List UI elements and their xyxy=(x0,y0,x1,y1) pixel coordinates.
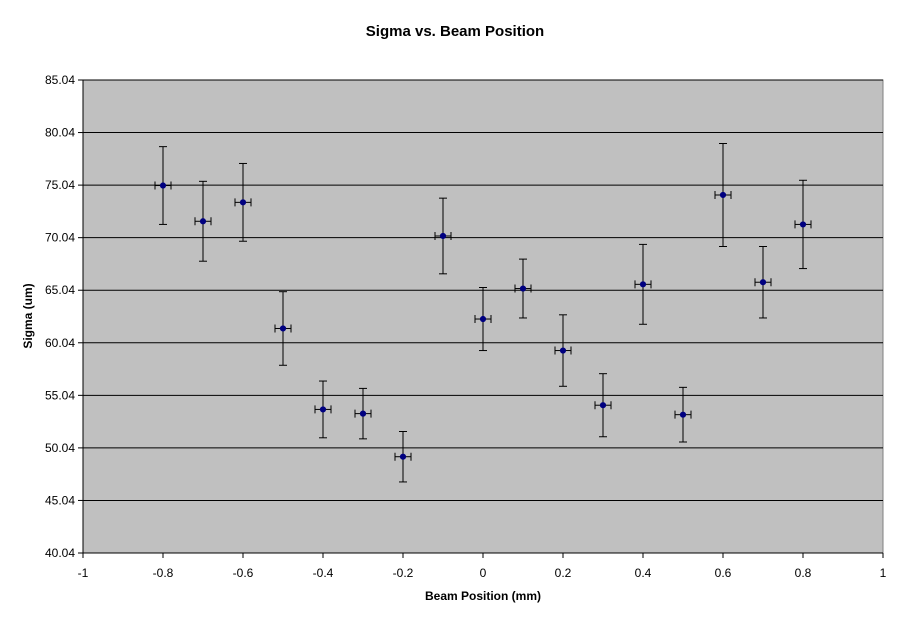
y-axis: 40.04 45.04 50.04 55.04 60.04 65.04 70.04 75.04… xyxy=(45,73,84,560)
y-tick-label: 65.04 xyxy=(45,283,75,297)
x-tick-label: 1 xyxy=(880,566,887,580)
data-point xyxy=(714,142,732,247)
grid-lines xyxy=(83,79,883,501)
point-marker xyxy=(279,325,287,332)
y-tick-label: 80.04 xyxy=(45,126,75,140)
x-tick-label: 0.2 xyxy=(555,566,572,580)
point-marker xyxy=(199,218,207,225)
data-point xyxy=(554,314,572,387)
y-tick-label: 60.04 xyxy=(45,336,75,350)
chart-title: Sigma vs. Beam Position xyxy=(366,23,544,40)
x-tick-label: 0.8 xyxy=(795,566,812,580)
data-point xyxy=(794,179,812,270)
y-axis-label: Sigma (um) xyxy=(21,283,35,348)
x-tick-label: -0.8 xyxy=(153,566,174,580)
x-axis: -1 -0.8 -0.6 -0.4 -0.2 0 0.2 0.4 0.6 0.8 1 xyxy=(78,552,887,580)
data-point xyxy=(674,386,692,443)
point-marker xyxy=(319,406,327,413)
data-point xyxy=(754,245,772,319)
y-tick-label: 45.04 xyxy=(45,493,75,507)
data-point xyxy=(634,243,652,325)
x-tick-label: 0.6 xyxy=(715,566,732,580)
data-point xyxy=(394,430,412,483)
data-point xyxy=(514,258,532,319)
x-axis-label: Beam Position (mm) xyxy=(425,589,541,603)
point-marker xyxy=(719,191,727,199)
point-marker xyxy=(479,315,487,323)
point-marker xyxy=(639,281,647,288)
point-marker xyxy=(679,411,687,418)
point-marker xyxy=(599,402,607,409)
y-tick-label: 75.04 xyxy=(45,178,75,192)
point-marker xyxy=(799,221,807,228)
data-point xyxy=(474,286,492,352)
data-point xyxy=(234,162,252,242)
x-tick-label: -0.6 xyxy=(233,566,254,580)
x-tick-label: 0 xyxy=(480,566,487,580)
point-marker xyxy=(239,199,247,206)
point-marker xyxy=(359,410,367,417)
data-point xyxy=(314,380,332,439)
data-point xyxy=(594,373,612,438)
point-marker xyxy=(759,279,767,286)
y-tick-label: 55.04 xyxy=(45,388,75,402)
x-tick-label: -0.2 xyxy=(393,566,414,580)
y-tick-label: 40.04 xyxy=(45,546,75,560)
point-marker xyxy=(399,453,407,460)
y-tick-label: 70.04 xyxy=(45,231,75,245)
data-point xyxy=(354,387,372,440)
data-series xyxy=(154,142,812,483)
data-point xyxy=(434,197,452,275)
y-tick-label: 50.04 xyxy=(45,441,75,455)
data-point xyxy=(154,146,172,225)
y-tick-label: 85.04 xyxy=(45,73,75,87)
data-point xyxy=(274,291,292,366)
x-tick-label: 0.4 xyxy=(635,566,652,580)
point-marker xyxy=(559,347,567,354)
data-point xyxy=(194,180,212,262)
point-marker xyxy=(439,232,447,240)
x-tick-label: -0.4 xyxy=(313,566,334,580)
point-marker xyxy=(159,182,167,189)
x-tick-label: -1 xyxy=(78,566,89,580)
point-marker xyxy=(519,285,527,292)
